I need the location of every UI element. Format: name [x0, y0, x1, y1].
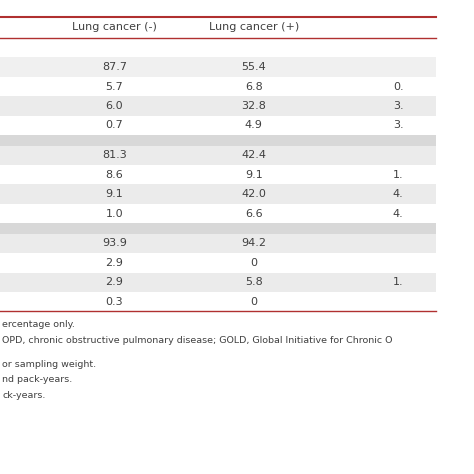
Bar — [0, 292, 436, 311]
Bar — [0, 146, 436, 165]
Text: 0.7: 0.7 — [106, 120, 123, 130]
Text: 0: 0 — [250, 297, 257, 307]
Text: 93.9: 93.9 — [102, 238, 127, 248]
Text: 3.: 3. — [393, 101, 403, 111]
Bar — [0, 253, 436, 273]
Bar — [0, 204, 436, 223]
Text: 6.8: 6.8 — [245, 82, 263, 91]
Text: 9.1: 9.1 — [106, 189, 123, 199]
Text: 42.4: 42.4 — [241, 150, 266, 160]
Text: Lung cancer (+): Lung cancer (+) — [209, 22, 299, 32]
Bar — [0, 96, 436, 116]
Text: 81.3: 81.3 — [102, 150, 127, 160]
Bar — [0, 234, 436, 253]
Text: 2.9: 2.9 — [106, 277, 123, 287]
Bar — [0, 38, 436, 57]
Text: or sampling weight.: or sampling weight. — [2, 360, 96, 369]
Text: 6.6: 6.6 — [245, 209, 263, 219]
Text: 87.7: 87.7 — [102, 62, 127, 72]
Text: 3.: 3. — [393, 120, 403, 130]
Text: 1.0: 1.0 — [106, 209, 123, 219]
Text: 32.8: 32.8 — [241, 101, 266, 111]
Text: 0.3: 0.3 — [106, 297, 123, 307]
Text: Lung cancer (-): Lung cancer (-) — [72, 22, 157, 32]
Text: 1.: 1. — [393, 170, 403, 180]
Text: 6.0: 6.0 — [106, 101, 123, 111]
Text: 9.1: 9.1 — [245, 170, 263, 180]
Text: 5.7: 5.7 — [106, 82, 123, 91]
Text: 4.9: 4.9 — [245, 120, 263, 130]
Bar — [0, 77, 436, 96]
Text: 1.: 1. — [393, 277, 403, 287]
Text: 0: 0 — [250, 258, 257, 268]
Text: ck-years.: ck-years. — [2, 391, 46, 400]
Text: 55.4: 55.4 — [241, 62, 266, 72]
Bar — [0, 184, 436, 204]
Text: 4.: 4. — [393, 209, 404, 219]
Text: 42.0: 42.0 — [241, 189, 266, 199]
Bar — [0, 135, 436, 146]
Text: ercentage only.: ercentage only. — [2, 320, 75, 329]
Text: 2.9: 2.9 — [106, 258, 123, 268]
Bar — [0, 57, 436, 77]
Text: nd pack-years.: nd pack-years. — [2, 375, 73, 384]
Text: OPD, chronic obstructive pulmonary disease; GOLD, Global Initiative for Chronic : OPD, chronic obstructive pulmonary disea… — [2, 336, 393, 345]
Text: 8.6: 8.6 — [106, 170, 123, 180]
Bar — [0, 116, 436, 135]
Text: 4.: 4. — [393, 189, 404, 199]
Bar — [0, 273, 436, 292]
Text: 0.: 0. — [393, 82, 403, 91]
Bar — [0, 165, 436, 184]
Text: 5.8: 5.8 — [245, 277, 263, 287]
Bar — [0, 223, 436, 234]
Text: 94.2: 94.2 — [241, 238, 266, 248]
